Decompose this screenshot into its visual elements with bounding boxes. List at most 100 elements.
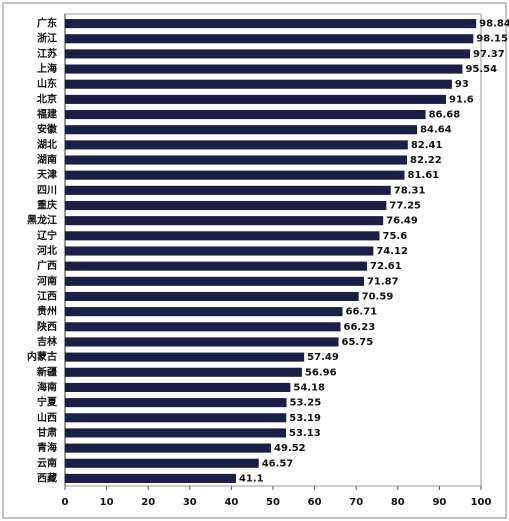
bar bbox=[65, 261, 368, 271]
y-tick-label: 广东 bbox=[37, 17, 57, 30]
y-tick-label: 河南 bbox=[37, 274, 57, 287]
x-tick-label: 10 bbox=[100, 497, 114, 508]
data-label: 53.13 bbox=[289, 428, 321, 439]
x-tick-label: 60 bbox=[308, 497, 322, 508]
bar bbox=[65, 110, 426, 120]
data-label: 77.25 bbox=[389, 201, 421, 212]
y-tick-label: 黑龙江 bbox=[27, 214, 57, 227]
bar bbox=[65, 19, 477, 29]
data-label: 82.41 bbox=[411, 140, 443, 151]
data-label: 72.61 bbox=[370, 261, 402, 272]
bar bbox=[65, 170, 405, 180]
bar bbox=[65, 185, 391, 195]
y-tick-label: 江西 bbox=[37, 289, 57, 302]
bar bbox=[65, 473, 236, 483]
y-tick-label: 辽宁 bbox=[37, 229, 57, 242]
y-tick-label: 山东 bbox=[37, 77, 57, 90]
x-tick-label: 80 bbox=[391, 497, 405, 508]
x-tick-label: 70 bbox=[349, 497, 363, 508]
data-label: 98.15 bbox=[476, 34, 508, 45]
data-label: 86.68 bbox=[429, 110, 461, 121]
y-tick-label: 湖北 bbox=[37, 138, 57, 151]
x-tick-label: 50 bbox=[266, 497, 280, 508]
bar bbox=[65, 94, 447, 104]
y-tick-label: 吉林 bbox=[37, 335, 58, 348]
data-label: 98.84 bbox=[479, 19, 509, 30]
bar bbox=[65, 398, 287, 408]
bar bbox=[65, 382, 291, 392]
y-tick-label: 新疆 bbox=[37, 365, 57, 378]
x-tick-label: 30 bbox=[183, 497, 197, 508]
y-tick-label: 广西 bbox=[37, 259, 57, 272]
y-tick-label: 重庆 bbox=[37, 199, 57, 212]
bar bbox=[65, 443, 272, 453]
bar bbox=[65, 34, 474, 44]
data-label: 53.19 bbox=[289, 413, 321, 424]
bar bbox=[65, 276, 364, 286]
data-label: 75.6 bbox=[382, 231, 407, 242]
y-tick-label: 四川 bbox=[37, 184, 57, 196]
y-tick-label: 山西 bbox=[37, 411, 57, 424]
y-tick-label: 宁夏 bbox=[37, 396, 58, 409]
bar bbox=[65, 291, 359, 302]
bar bbox=[65, 49, 471, 59]
data-label: 95.54 bbox=[465, 64, 497, 75]
data-label: 57.49 bbox=[307, 352, 339, 363]
bar bbox=[65, 231, 380, 241]
bar bbox=[65, 367, 302, 377]
y-tick-label: 海南 bbox=[37, 380, 57, 393]
bar bbox=[65, 458, 259, 468]
bar bbox=[65, 246, 374, 256]
bar bbox=[65, 428, 287, 438]
y-tick-label: 湖南 bbox=[37, 153, 57, 166]
data-label: 78.31 bbox=[394, 185, 426, 196]
bar bbox=[65, 125, 418, 135]
data-label: 41.1 bbox=[239, 473, 264, 484]
bar bbox=[65, 337, 339, 347]
data-label: 82.22 bbox=[410, 155, 442, 166]
data-label: 54.18 bbox=[293, 382, 325, 393]
data-label: 56.96 bbox=[305, 367, 337, 378]
data-label: 81.61 bbox=[407, 170, 439, 181]
y-tick-label: 上海 bbox=[37, 62, 57, 75]
y-tick-label: 陕西 bbox=[37, 320, 57, 333]
y-tick-label: 北京 bbox=[37, 92, 57, 105]
x-tick-label: 20 bbox=[141, 497, 155, 508]
data-label: 46.57 bbox=[262, 458, 294, 469]
x-tick-label: 90 bbox=[432, 497, 446, 508]
y-tick-label: 安徽 bbox=[37, 123, 58, 136]
bar bbox=[65, 79, 452, 89]
x-tick-label: 0 bbox=[62, 497, 69, 508]
data-label: 70.59 bbox=[362, 291, 394, 302]
y-tick-label: 河北 bbox=[37, 244, 57, 257]
y-tick-label: 天津 bbox=[37, 168, 57, 181]
y-tick-label: 福建 bbox=[36, 108, 58, 121]
y-tick-label: 贵州 bbox=[37, 305, 57, 318]
data-label: 53.25 bbox=[290, 398, 322, 409]
bar bbox=[65, 413, 287, 423]
y-tick-label: 西藏 bbox=[37, 471, 57, 484]
bar bbox=[65, 64, 463, 74]
y-tick-label: 青海 bbox=[37, 441, 57, 454]
data-label: 71.87 bbox=[367, 276, 399, 287]
bar bbox=[65, 140, 408, 150]
bar bbox=[65, 155, 408, 165]
data-label: 91.6 bbox=[449, 94, 474, 105]
y-tick-label: 云南 bbox=[37, 456, 57, 469]
bar bbox=[65, 200, 387, 211]
data-label: 66.23 bbox=[344, 322, 376, 333]
data-label: 49.52 bbox=[274, 443, 306, 454]
data-label: 84.64 bbox=[420, 125, 452, 136]
x-tick-label: 40 bbox=[224, 497, 238, 508]
y-tick-label: 江苏 bbox=[37, 47, 57, 60]
y-tick-label: 甘肃 bbox=[37, 426, 57, 439]
data-label: 65.75 bbox=[342, 337, 374, 348]
bar bbox=[65, 322, 341, 332]
y-tick-label: 浙江 bbox=[37, 32, 57, 45]
data-label: 97.37 bbox=[473, 49, 505, 60]
data-label: 66.71 bbox=[346, 307, 378, 318]
bar bbox=[65, 216, 384, 226]
data-label: 93 bbox=[455, 79, 469, 90]
bar bbox=[65, 352, 305, 362]
